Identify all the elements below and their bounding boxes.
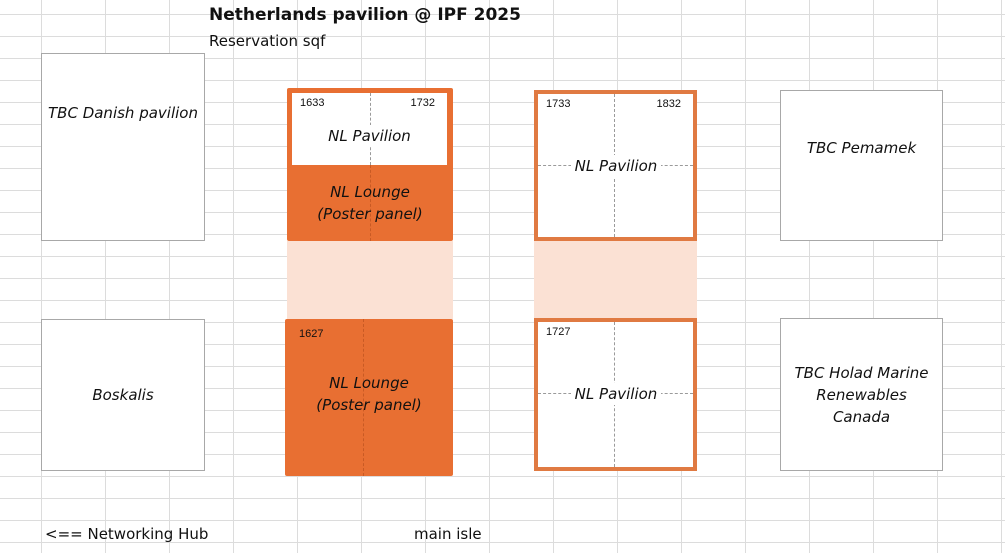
booth-boskalis[interactable]: Boskalis <box>41 319 205 471</box>
booth-number: 1727 <box>546 326 571 338</box>
booth-danish-pavilion[interactable]: TBC Danish pavilion <box>41 53 205 241</box>
main-aisle-label: main isle <box>414 525 482 543</box>
booth-number: 1733 <box>546 98 571 110</box>
booth-number: 1732 <box>410 97 435 109</box>
booth-nl-top-left-pavilion: 1633 1732 NL Pavilion <box>292 93 447 165</box>
booth-nl-bottom-left[interactable]: 1627 NL Lounge (Poster panel) <box>285 319 453 476</box>
booth-divider <box>363 319 364 476</box>
networking-hub-label: <== Networking Hub <box>45 525 209 543</box>
booth-nl-bottom-right-label: NL Pavilion <box>571 383 661 405</box>
page-subtitle: Reservation sqf <box>209 32 326 50</box>
booth-nl-top-left[interactable]: 1633 1732 NL Pavilion NL Lounge (Poster … <box>287 88 453 241</box>
booth-boskalis-label: Boskalis <box>92 386 154 404</box>
booth-holland-marine[interactable]: TBC Holad Marine Renewables Canada <box>780 318 943 471</box>
booth-nl-top-left-lounge-label: NL Lounge (Poster panel) <box>317 183 423 223</box>
booth-number: 1627 <box>299 328 324 340</box>
booth-nl-bottom-right[interactable]: 1727 NL Pavilion <box>534 318 697 471</box>
page-title: Netherlands pavilion @ IPF 2025 <box>209 5 521 25</box>
booth-number: 1832 <box>656 98 681 110</box>
booth-holland-marine-label: TBC Holad Marine Renewables Canada <box>794 363 929 426</box>
booth-nl-bottom-left-label: NL Lounge (Poster panel) <box>316 374 422 414</box>
booth-divider <box>370 165 371 241</box>
booth-number: 1633 <box>300 97 325 109</box>
aisle-right <box>534 241 697 319</box>
booth-danish-label: TBC Danish pavilion <box>48 104 198 122</box>
booth-nl-top-right-label: NL Pavilion <box>571 155 661 177</box>
booth-pemamek[interactable]: TBC Pemamek <box>780 90 943 241</box>
booth-nl-top-left-pavilion-label: NL Pavilion <box>292 125 447 147</box>
aisle-left <box>287 241 453 319</box>
booth-nl-top-right[interactable]: 1733 1832 NL Pavilion <box>534 90 697 241</box>
booth-pemamek-label: TBC Pemamek <box>806 139 917 157</box>
